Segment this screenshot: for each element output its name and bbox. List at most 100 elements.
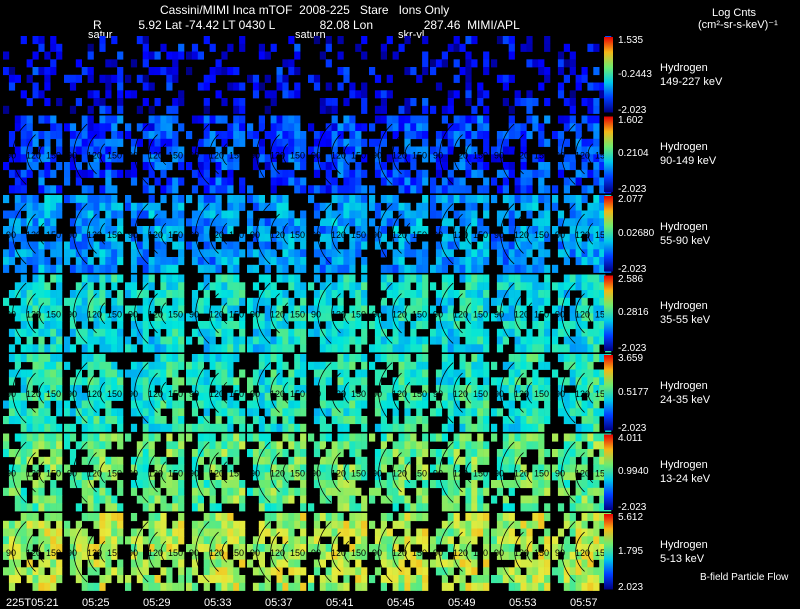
heatmap-cell [349, 377, 356, 386]
heatmap-cell [154, 544, 161, 553]
heatmap-cell [178, 416, 185, 425]
heatmap-cell [471, 328, 478, 337]
heatmap-cell [587, 249, 594, 258]
overlay-label-satur: satur [88, 29, 113, 41]
heatmap-cell [64, 344, 71, 353]
heatmap-cell [313, 361, 321, 370]
heatmap-cell [386, 551, 393, 560]
heatmap-cell [99, 169, 106, 178]
heatmap-cell [380, 480, 387, 489]
heatmap-cell [264, 582, 271, 591]
heatmap-cell [355, 449, 362, 458]
heatmap-cell [599, 290, 606, 299]
contour-arc-120 [331, 452, 341, 493]
heatmap-cell [477, 98, 484, 107]
heatmap-cell [422, 582, 429, 591]
heatmap-cell [569, 67, 576, 76]
heatmap-cell [532, 115, 539, 124]
heatmap-cell [453, 336, 460, 345]
heatmap-cell [331, 456, 338, 465]
heatmap-cell [374, 74, 382, 83]
heatmap-cell [258, 385, 265, 394]
heatmap-cell [569, 321, 576, 330]
heatmap-cell [50, 513, 57, 522]
heatmap-cell [502, 464, 509, 473]
heatmap-cell [355, 567, 362, 576]
heatmap-cell [477, 274, 484, 283]
heatmap-cell [264, 400, 271, 409]
heatmap-cell [288, 131, 295, 140]
heatmap-cell [453, 74, 460, 83]
heatmap-cell [386, 177, 393, 186]
heatmap-cell [557, 392, 565, 401]
heatmap-cell [502, 195, 509, 204]
heatmap-cell [20, 202, 27, 211]
heatmap-cell [496, 218, 504, 227]
heatmap-cell [343, 503, 350, 512]
heatmap-cell [270, 282, 277, 291]
contour-label-150: 150 [473, 309, 488, 319]
heatmap-cell [166, 361, 173, 370]
heatmap-cell [300, 456, 307, 465]
heatmap-cell [130, 313, 138, 322]
heatmap-cell [563, 185, 570, 194]
heatmap-cell [203, 274, 210, 283]
heatmap-cell [227, 464, 234, 473]
heatmap-cell [252, 392, 260, 401]
heatmap-cell [557, 146, 565, 155]
heatmap-cell [471, 423, 478, 432]
contour-label-150: 150 [290, 309, 305, 319]
contour-arc-90 [12, 441, 27, 503]
heatmap-cell [56, 321, 63, 330]
heatmap-cell [416, 575, 423, 584]
heatmap-cell [459, 241, 466, 250]
heatmap-cell [276, 520, 283, 529]
heatmap-cell [404, 305, 411, 314]
heatmap-cell [477, 282, 484, 291]
heatmap-cell [99, 377, 106, 386]
heatmap-cell [380, 416, 387, 425]
heatmap-cell [26, 146, 33, 155]
heatmap-cell [93, 321, 100, 330]
heatmap-cell [258, 472, 265, 481]
heatmap-cell [32, 154, 39, 163]
heatmap-cell [483, 241, 490, 250]
heatmap-cell [105, 369, 112, 378]
heatmap-cell [87, 218, 94, 227]
heatmap-cell [136, 559, 143, 568]
heatmap-cell [532, 416, 539, 425]
heatmap-cell [288, 336, 295, 345]
heatmap-cell [471, 536, 478, 545]
heatmap-cell [526, 249, 533, 258]
heatmap-cell [355, 241, 362, 250]
heatmap-cell [87, 433, 94, 442]
heatmap-cell [544, 290, 551, 299]
heatmap-cell [581, 321, 588, 330]
heatmap-cell [361, 503, 368, 512]
heatmap-cell [26, 297, 33, 306]
heatmap-cell [410, 480, 417, 489]
heatmap-cell [69, 423, 77, 432]
heatmap-cell [410, 146, 417, 155]
heatmap-cell [416, 177, 423, 186]
heatmap-cell [471, 513, 478, 522]
heatmap-cell [38, 336, 45, 345]
heatmap-cell [471, 195, 478, 204]
heatmap-cell [117, 536, 124, 545]
heatmap-cell [38, 210, 45, 219]
contour-label-120: 120 [392, 389, 407, 399]
contour-arc-120 [148, 213, 158, 254]
heatmap-cell [502, 146, 509, 155]
heatmap-cell [496, 274, 504, 283]
heatmap-cell [319, 385, 326, 394]
heatmap-cell [142, 369, 149, 378]
heatmap-cell [520, 131, 527, 140]
heatmap-cell [166, 336, 173, 345]
heatmap-cell [313, 297, 321, 306]
heatmap-cell [69, 321, 77, 330]
heatmap-cell [325, 305, 332, 314]
heatmap-cell [270, 528, 277, 537]
heatmap-cell [75, 520, 82, 529]
heatmap-cell [99, 146, 106, 155]
heatmap-cell [319, 582, 326, 591]
